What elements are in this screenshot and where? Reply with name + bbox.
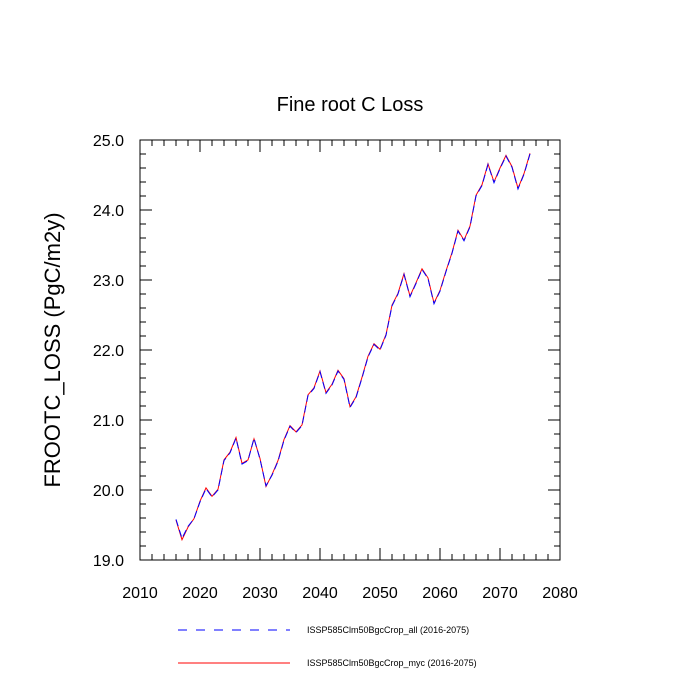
chart-title: Fine root C Loss [277,94,424,116]
axis-ticks [139,139,561,561]
y-tick-label: 22.0 [93,343,124,360]
data-series [175,153,531,542]
y-tick-label: 21.0 [93,413,124,430]
x-tick-label: 2010 [122,585,158,602]
y-axis-label: FROOTC_LOSS (PgC/m2y) [40,212,65,487]
x-tick-label: 2060 [422,585,458,602]
x-tick-label: 2020 [182,585,218,602]
legend-label-1: ISSP585Clm50BgcCrop_all (2016-2075) [307,625,469,635]
series-line-1 [175,153,531,540]
x-tick-label: 2070 [482,585,518,602]
axis-tick-labels: 2010 2020 2030 2040 2050 2060 2070 2080 19.0 20.0… [93,133,578,602]
x-tick-label: 2030 [242,585,278,602]
x-tick-label: 2080 [542,585,578,602]
x-tick-label: 2050 [362,585,398,602]
plot-frame [139,139,561,561]
y-tick-label: 25.0 [93,133,124,150]
legend: ISSP585Clm50BgcCrop_all (2016-2075) ISSP5… [178,625,477,668]
x-tick-label: 2040 [302,585,338,602]
y-tick-label: 23.0 [93,273,124,290]
y-tick-label: 20.0 [93,483,124,500]
series-line-2 [175,153,531,542]
legend-label-2: ISSP585Clm50BgcCrop_myc (2016-2075) [307,658,477,668]
y-tick-label: 24.0 [93,203,124,220]
y-tick-label: 19.0 [93,553,124,570]
